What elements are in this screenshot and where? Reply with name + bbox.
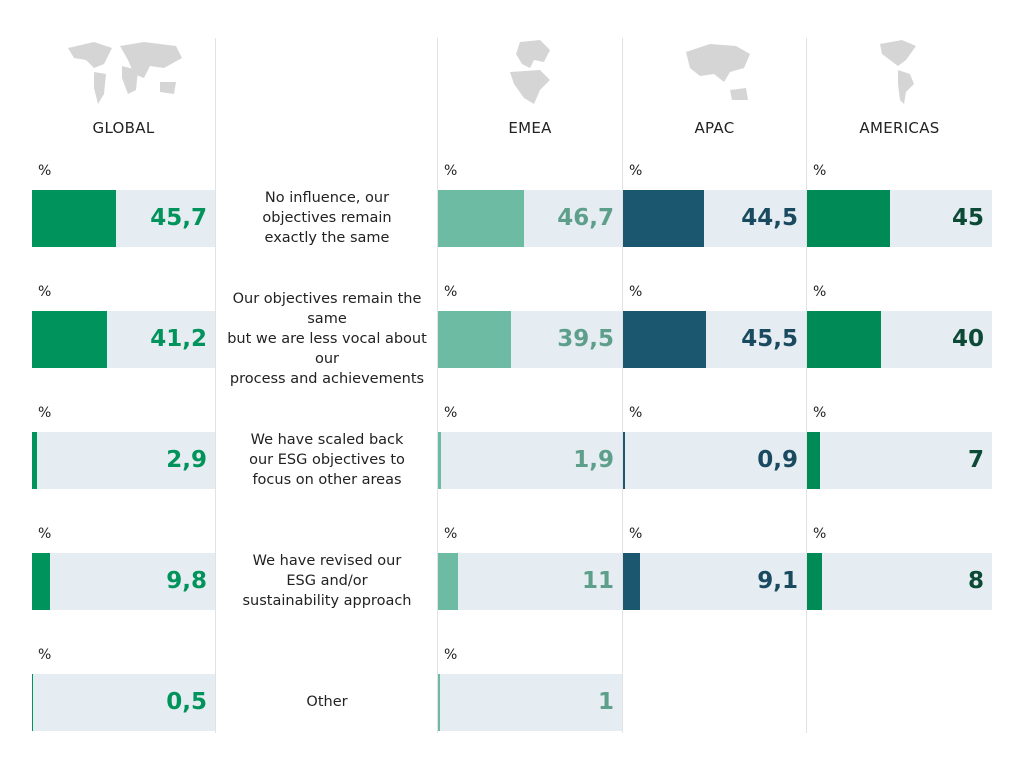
bar <box>32 190 116 247</box>
bar-track <box>32 553 215 610</box>
column-header: GLOBAL <box>92 119 155 137</box>
emea-map-icon <box>510 40 550 104</box>
bar <box>438 190 524 247</box>
unit-label: % <box>629 405 643 421</box>
bar <box>623 553 640 610</box>
bar-track <box>438 553 622 610</box>
value-label: 39,5 <box>557 326 614 352</box>
bar <box>807 432 820 489</box>
value-label: 2,9 <box>166 447 207 473</box>
unit-label: % <box>444 163 458 179</box>
unit-label: % <box>38 284 52 300</box>
bar-track <box>438 432 622 489</box>
bar-track <box>807 553 992 610</box>
category-label: We have revised our ESG and/or sustainab… <box>242 553 412 609</box>
bar <box>438 553 459 610</box>
americas-map-icon <box>880 40 916 104</box>
unit-label: % <box>629 526 643 542</box>
column-header: APAC <box>694 119 735 137</box>
value-label: 11 <box>581 568 614 594</box>
category-label: No influence, our objectives remain exac… <box>262 190 392 246</box>
unit-label: % <box>813 284 827 300</box>
bar <box>623 311 707 368</box>
category-label: Other <box>306 694 348 710</box>
bar <box>438 311 511 368</box>
unit-label: % <box>813 405 827 421</box>
bar <box>32 674 33 731</box>
bar <box>623 190 705 247</box>
unit-label: % <box>813 526 827 542</box>
value-label: 1,9 <box>573 447 614 473</box>
column-header: EMEA <box>508 119 552 137</box>
value-label: 44,5 <box>741 205 798 231</box>
category-label: We have scaled back our ESG objectives t… <box>249 432 405 488</box>
unit-label: % <box>444 647 458 663</box>
value-label: 9,1 <box>757 568 798 594</box>
separator <box>806 38 807 733</box>
value-label: 1 <box>597 689 614 715</box>
bar <box>807 553 822 610</box>
bar-track <box>32 674 215 731</box>
bar-track <box>623 553 806 610</box>
value-label: 40 <box>951 326 984 352</box>
unit-label: % <box>444 526 458 542</box>
value-label: 8 <box>967 568 984 594</box>
value-label: 41,2 <box>150 326 207 352</box>
unit-label: % <box>629 284 643 300</box>
bar <box>438 674 440 731</box>
bar-track <box>623 432 806 489</box>
value-label: 45 <box>951 205 984 231</box>
unit-label: % <box>629 163 643 179</box>
column-header: AMERICAS <box>859 119 940 137</box>
value-label: 46,7 <box>557 205 614 231</box>
value-label: 45,7 <box>150 205 207 231</box>
bar <box>438 432 442 489</box>
bar-track <box>438 674 622 731</box>
unit-label: % <box>38 647 52 663</box>
bar-track <box>807 432 992 489</box>
bar <box>32 311 108 368</box>
value-label: 7 <box>967 447 984 473</box>
value-label: 0,5 <box>166 689 207 715</box>
bar <box>32 553 50 610</box>
value-label: 9,8 <box>166 568 207 594</box>
bar-track <box>32 432 215 489</box>
bar <box>807 311 881 368</box>
unit-label: % <box>813 163 827 179</box>
unit-label: % <box>38 163 52 179</box>
separator <box>437 38 438 733</box>
bar <box>807 190 891 247</box>
category-label: Our objectives remain the same but we ar… <box>227 291 427 387</box>
value-label: 0,9 <box>757 447 798 473</box>
separator <box>622 38 623 733</box>
unit-label: % <box>38 526 52 542</box>
value-label: 45,5 <box>741 326 798 352</box>
unit-label: % <box>38 405 52 421</box>
apac-map-icon <box>686 44 750 100</box>
bar <box>623 432 625 489</box>
bar <box>32 432 38 489</box>
separator <box>215 38 216 733</box>
world-map-icon <box>68 42 182 104</box>
unit-label: % <box>444 284 458 300</box>
unit-label: % <box>444 405 458 421</box>
